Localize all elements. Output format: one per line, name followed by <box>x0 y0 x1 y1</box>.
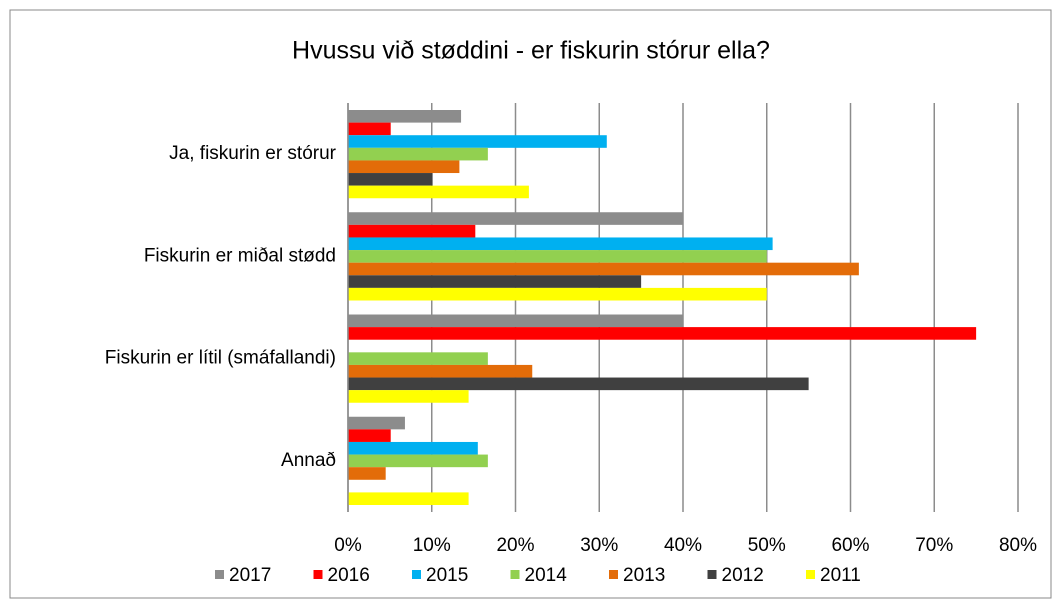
legend-marker <box>313 570 323 579</box>
legend-label: 2014 <box>525 565 568 586</box>
x-tick-label: 50% <box>748 535 786 556</box>
chart-border <box>9 9 1052 599</box>
legend-marker <box>609 570 618 579</box>
bar <box>348 160 460 174</box>
bar <box>348 122 391 136</box>
y-tick-label: Ja, fiskurin er stórur <box>169 143 336 164</box>
legend-label: 2011 <box>820 565 861 586</box>
bar <box>348 275 642 288</box>
bar <box>348 110 462 123</box>
bar <box>348 314 683 328</box>
x-tick-label: 40% <box>664 535 702 556</box>
bar <box>348 327 977 340</box>
x-tick-label: 0% <box>334 535 362 556</box>
bar <box>348 250 767 263</box>
legend-label: 2012 <box>722 565 764 586</box>
bar <box>348 416 405 430</box>
bar <box>348 429 391 442</box>
bar <box>348 441 478 455</box>
x-tick-label: 10% <box>413 535 451 556</box>
bar <box>348 492 469 505</box>
bar <box>348 287 767 301</box>
x-tick-label: 80% <box>999 535 1037 556</box>
bar <box>348 185 529 199</box>
bar <box>348 212 683 225</box>
chart-title: Hvussu við støddini - er fiskurin stórur… <box>292 37 770 65</box>
bar <box>348 454 488 468</box>
legend-marker <box>806 570 815 579</box>
bar <box>348 135 607 148</box>
x-tick-label: 60% <box>831 535 869 556</box>
bar <box>348 147 488 161</box>
legend-marker <box>707 570 717 579</box>
x-tick-label: 70% <box>915 535 953 556</box>
bar <box>348 377 809 391</box>
bar <box>348 364 533 378</box>
bar <box>348 352 488 365</box>
y-tick-label: Fiskurin er miðal stødd <box>144 245 336 266</box>
bar <box>348 224 476 238</box>
legend-label: 2013 <box>623 565 665 586</box>
legend-label: 2015 <box>426 565 468 586</box>
legend-label: 2016 <box>328 565 370 586</box>
x-tick-label: 20% <box>496 535 534 556</box>
bar <box>348 237 773 251</box>
legend-marker <box>215 570 224 579</box>
bar <box>348 262 859 276</box>
y-tick-label: Fiskurin er lítil (smáfallandi) <box>105 348 336 369</box>
bar <box>348 173 433 186</box>
legend-marker <box>412 570 421 579</box>
legend-label: 2017 <box>229 565 271 586</box>
legend-marker <box>510 570 520 579</box>
bar <box>348 390 469 403</box>
bar <box>348 467 386 480</box>
x-tick-label: 30% <box>580 535 618 556</box>
y-tick-label: Annað <box>281 450 336 471</box>
